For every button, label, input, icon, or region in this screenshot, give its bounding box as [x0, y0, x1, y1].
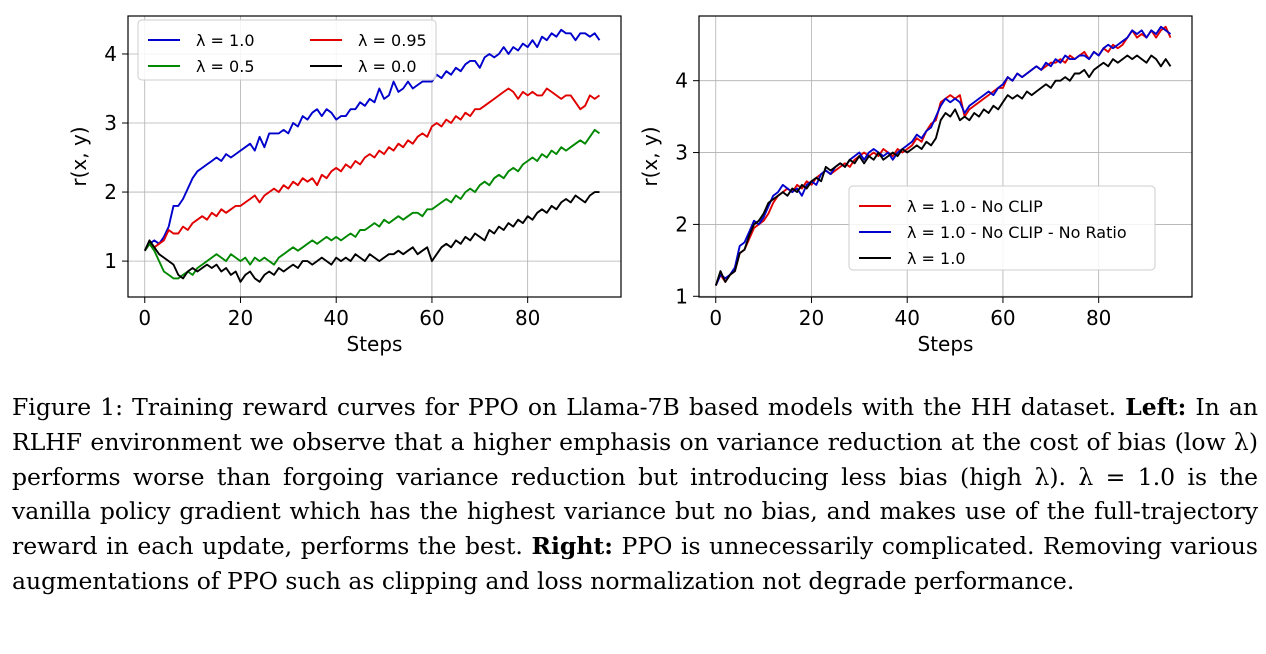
chart0-y-tick-label: 4 — [104, 42, 117, 66]
chart1-legend-box — [848, 185, 1156, 271]
chart0-plot-frame — [127, 15, 622, 298]
caption-label: Figure 1: Training reward curves for PPO… — [12, 393, 1117, 421]
chart0-x-axis-label: Steps — [347, 332, 403, 356]
chart1-legend-label-1: λ = 1.0 - No CLIP - No Ratio — [907, 223, 1127, 242]
chart0-y-tick-label: 2 — [104, 180, 117, 204]
left-chart: 0 20 40 60 80 1 2 3 4 Steps r(x, y) λ = 1.0 λ = 0.95… — [67, 15, 622, 356]
chart0-x-tick-label: 80 — [515, 306, 540, 330]
chart0-legend-label-3: λ = 0.0 — [358, 57, 417, 76]
chart1-x-tick-label: 20 — [799, 306, 824, 330]
caption-left-label: Left: — [1125, 393, 1187, 421]
chart0-y-tick-label: 3 — [104, 111, 117, 135]
chart1-x-axis-label: Steps — [918, 332, 974, 356]
chart0-legend-label-2: λ = 0.5 — [196, 57, 255, 76]
chart1-series-line-1 — [714, 25, 1172, 286]
chart0-x-tick-label: 20 — [228, 306, 253, 330]
chart0-legend-label-1: λ = 0.95 — [358, 31, 427, 50]
chart0-x-tick-label: 0 — [138, 306, 151, 330]
chart0-y-axis-label: r(x, y) — [67, 126, 91, 186]
chart0-legend-box — [137, 19, 437, 81]
chart1-x-tick-label: 60 — [990, 306, 1015, 330]
chart1-x-tick-label: 40 — [894, 306, 919, 330]
chart1-y-tick-label: 4 — [675, 69, 688, 93]
caption-right-text: PPO is unnecessarily complicated. Removi… — [12, 532, 1258, 595]
chart1-x-tick-label: 80 — [1086, 306, 1111, 330]
chart1-y-tick-label: 3 — [675, 141, 688, 165]
chart1-x-tick-label: 0 — [709, 306, 722, 330]
chart0-series-line-2 — [144, 128, 601, 280]
chart0-x-tick-label: 40 — [323, 306, 348, 330]
chart1-y-axis-label: r(x, y) — [638, 126, 662, 186]
caption-left-text: In an RLHF environment we observe that a… — [12, 393, 1258, 561]
chart0-y-tick-label: 1 — [104, 249, 117, 273]
chart1-series-line-2 — [714, 54, 1172, 286]
caption-right-label: Right: — [531, 532, 613, 561]
right-chart: 0 20 40 60 80 1 2 3 4 Steps r(x, y) λ = 1.0 - No CL… — [638, 15, 1193, 356]
chart0-x-tick-label: 60 — [419, 306, 444, 330]
chart0-series-line-0 — [144, 28, 601, 252]
chart1-legend-label-2: λ = 1.0 — [907, 249, 966, 268]
chart0-series-line-3 — [143, 191, 600, 283]
chart1-legend-label-0: λ = 1.0 - No CLIP — [907, 197, 1043, 216]
chart1-y-tick-label: 2 — [675, 212, 688, 236]
chart1-y-tick-label: 1 — [675, 284, 688, 308]
chart0-series-line-1 — [144, 87, 601, 252]
chart0-legend-label-0: λ = 1.0 — [196, 31, 255, 50]
chart1-plot-frame — [698, 15, 1193, 298]
figure-caption: Figure 1: Training reward curves for PPO… — [12, 390, 1258, 599]
